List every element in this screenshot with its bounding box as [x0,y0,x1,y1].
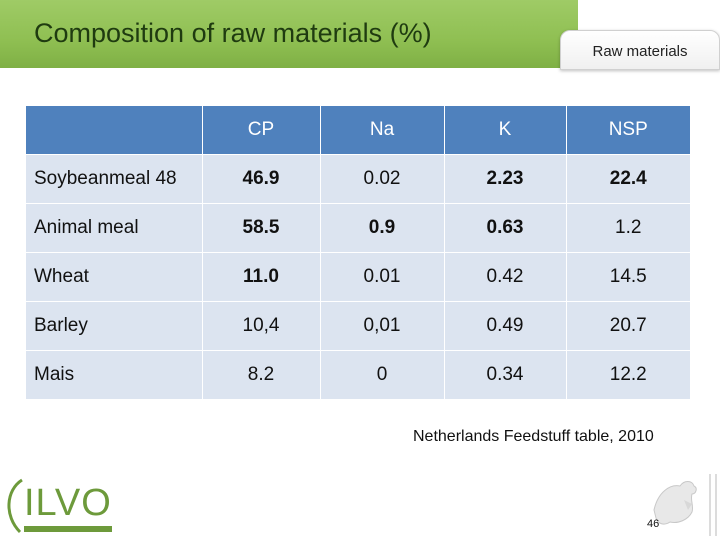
cell-cp: 10,4 [202,301,321,351]
page-title: Composition of raw materials (%) [34,18,432,48]
header-k: K [444,106,567,155]
page-number: 46 [647,518,660,530]
cell-na: 0.01 [320,252,445,302]
cell-nsp: 12.2 [566,350,690,399]
logo-strip [24,526,112,532]
ilvo-logo: ILVO [0,476,118,536]
table-header-row: CP Na K NSP [26,106,690,155]
section-tab-label: Raw materials [592,43,688,60]
source-note: Netherlands Feedstuff table, 2010 [413,428,654,445]
cell-k: 0.42 [444,252,567,302]
cell-nsp: 1.2 [566,203,690,253]
cell-na: 0.9 [320,203,445,253]
header-cp: CP [202,106,321,155]
table-row: Wheat 11.0 0.01 0.42 14.5 [26,252,690,302]
cell-nsp: 22.4 [566,154,690,204]
table-row: Animal meal 58.5 0.9 0.63 1.2 [26,203,690,253]
cell-cp: 11.0 [202,252,321,302]
cell-na: 0,01 [320,301,445,351]
row-label: Animal meal [26,203,203,253]
cell-na: 0 [320,350,445,399]
header-nsp: NSP [566,106,690,155]
row-label: Soybeanmeal 48 [26,154,203,204]
title-bar: Composition of raw materials (%) [0,0,578,68]
cell-k: 0.49 [444,301,567,351]
cell-na: 0.02 [320,154,445,204]
flemish-lion-icon [644,470,720,538]
row-label: Barley [26,301,203,351]
cell-k: 0.63 [444,203,567,253]
section-tab: Raw materials [560,30,720,70]
table-row: Mais 8.2 0 0.34 12.2 [26,350,690,399]
cell-nsp: 20.7 [566,301,690,351]
table-row: Soybeanmeal 48 46.9 0.02 2.23 22.4 [26,154,690,204]
header-na: Na [320,106,445,155]
row-label: Wheat [26,252,203,302]
cell-nsp: 14.5 [566,252,690,302]
cell-cp: 46.9 [202,154,321,204]
table-row: Barley 10,4 0,01 0.49 20.7 [26,301,690,351]
cell-k: 0.34 [444,350,567,399]
composition-table: CP Na K NSP Soybeanmeal 48 46.9 0.02 2.2… [26,106,690,399]
cell-k: 2.23 [444,154,567,204]
logo-text: ILVO [24,482,112,524]
header-empty [26,106,203,155]
row-label: Mais [26,350,203,399]
ilvo-swoosh-icon [7,478,23,534]
cell-cp: 8.2 [202,350,321,399]
cell-cp: 58.5 [202,203,321,253]
